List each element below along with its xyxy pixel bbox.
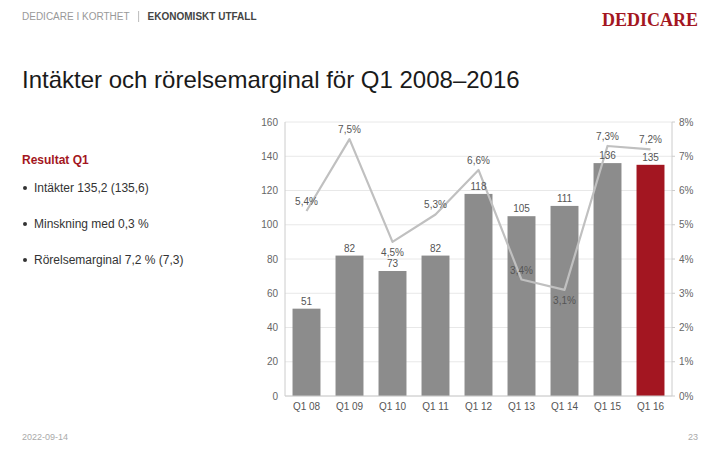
bar-label: 111 [557,193,573,204]
footer-right: 23 [688,432,698,442]
header-separator [138,11,139,22]
page: DEDICARE I KORTHET EKONOMISKT UTFALL DEDIC… [0,0,720,450]
y2-tick-label: 2% [679,322,694,333]
y-tick-label: 20 [267,356,279,367]
line-label: 7,3% [596,131,619,142]
data-labels: 51 82 73 82 118 105 111 136 135 5,4% 7,5% 4,5% 5,3% 6… [295,124,662,307]
bar [508,216,536,396]
brand: DEDICARE [602,10,698,30]
bar [465,194,493,396]
bar [336,256,364,396]
line-label: 7,5% [338,124,361,135]
y2-tick-label: 4% [679,254,694,265]
bar-label: 82 [344,243,356,254]
grid-line [285,122,672,123]
line-label: 6,6% [467,155,490,166]
x-tick-label: Q1 15 [594,401,622,412]
line-label: 5,4% [295,196,318,207]
y-tick-label: 120 [261,185,278,196]
bar [379,271,407,396]
header-section: EKONOMISKT UTFALL [148,11,257,22]
x-tick-label: Q1 16 [637,401,665,412]
line-label: 5,3% [424,199,447,210]
bar [422,256,450,396]
y-tick-label: 100 [261,219,278,230]
bullet-dot [23,186,27,190]
bar [551,206,579,396]
y2-tick-label: 1% [679,356,694,367]
bar [293,309,321,396]
bar-label: 105 [513,203,530,214]
bar [594,163,622,396]
title: Intäkter och rörelsemarginal för Q1 2008… [22,66,520,93]
y-tick-label: 40 [267,322,279,333]
bar-label: 135 [642,152,659,163]
margin-line [307,139,651,290]
line-label: 3,1% [553,295,576,306]
bar-label: 82 [430,243,442,254]
bar-label: 118 [471,181,487,192]
y-tick-label: 160 [261,117,278,128]
bar-label: 136 [599,150,616,161]
y-tick-label: 0 [272,391,278,402]
y2-tick-label: 5% [679,219,694,230]
bar-label: 51 [301,296,313,307]
footer-left: 2022-09-14 [22,432,68,442]
y2-tick-label: 3% [679,288,694,299]
header-left: DEDICARE I KORTHET [22,11,130,22]
x-axis [285,396,672,397]
x-tick-label: Q1 09 [336,401,364,412]
x-tick-label: Q1 13 [508,401,536,412]
line-label: 7,2% [639,134,662,145]
y2-tick-label: 6% [679,185,694,196]
bar [637,165,665,396]
result-label: Resultat Q1 [22,153,89,167]
y-tick-label: 80 [267,254,279,265]
x-tick-label: Q1 08 [293,401,321,412]
x-tick-label: Q1 12 [465,401,493,412]
grid-line [285,396,672,397]
line-label: 3,4% [510,265,533,276]
line-label: 4,5% [381,247,404,258]
plot-marks [293,139,665,396]
bar-label: 73 [387,258,399,269]
y-axis [285,122,286,396]
y-tick-label: 140 [261,151,278,162]
y2-tick-label: 7% [679,151,694,162]
y2-tick-label: 8% [679,117,694,128]
y2-tick-label: 0% [679,391,694,402]
y-tick-label: 60 [267,288,279,299]
bullet-dot [23,222,27,226]
y2-axis [672,122,673,396]
bullet: Minskning med 0,3 % [34,217,149,231]
x-tick-label: Q1 14 [551,401,579,412]
bullet: Rörelsemarginal 7,2 % (7,3) [34,253,183,267]
bullet: Intäkter 135,2 (135,6) [34,181,149,195]
x-tick-label: Q1 11 [422,401,449,412]
bullet-dot [23,258,27,262]
x-tick-label: Q1 10 [379,401,407,412]
